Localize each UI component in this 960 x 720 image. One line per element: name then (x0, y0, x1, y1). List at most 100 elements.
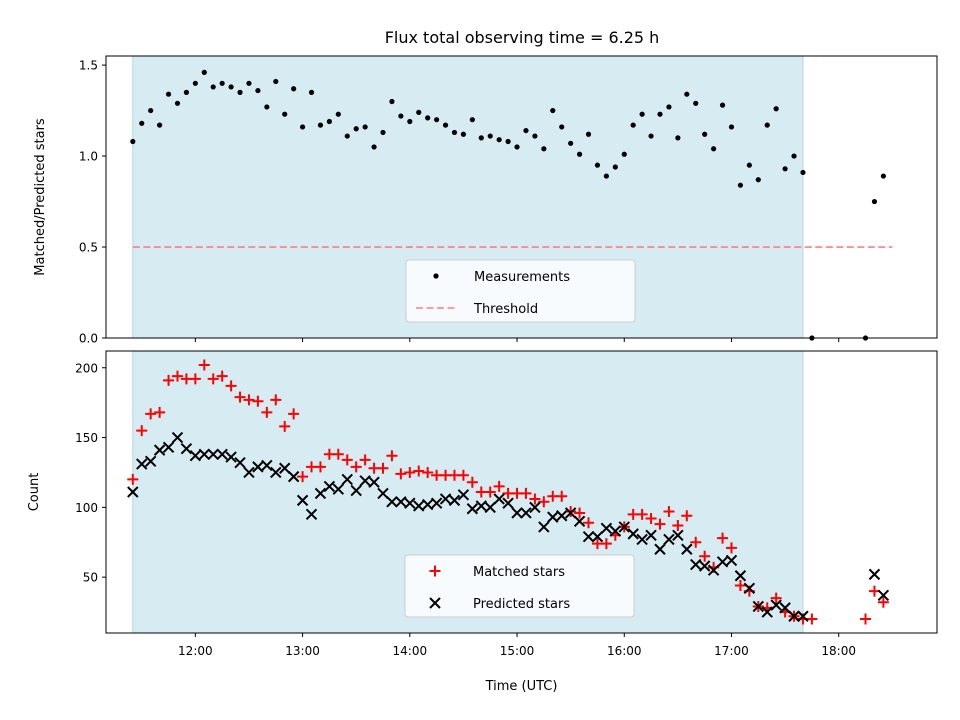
y-tick-label: 50 (83, 571, 98, 585)
predicted-point (252, 461, 264, 473)
predicted-point (466, 503, 479, 515)
predicted-point (645, 529, 657, 541)
legend: Measurements Threshold (405, 259, 636, 323)
predicted-point (127, 486, 139, 498)
measurement-point (237, 89, 243, 95)
measurement-point (639, 111, 645, 117)
measurement-point (478, 135, 484, 141)
measurement-point (630, 122, 636, 128)
predicted-point (618, 521, 630, 533)
measurement-point (550, 107, 556, 114)
predicted-point (564, 507, 577, 519)
predicted-point (171, 431, 184, 444)
measurement-point (291, 86, 297, 92)
predicted-point (413, 500, 425, 512)
measurement-point (737, 182, 744, 188)
measurement-point (702, 131, 708, 137)
predicted-point (672, 529, 684, 541)
matched-point (770, 592, 782, 604)
matched-point (189, 373, 201, 385)
legend-label: Matched stars (473, 565, 565, 580)
predicted-point (600, 522, 613, 535)
legend-marker-measurements (433, 273, 439, 279)
predicted-point (261, 459, 273, 472)
measurement-point (496, 137, 502, 143)
matched-point (145, 408, 157, 420)
predicted-point (556, 510, 568, 522)
predicted-point (609, 525, 622, 537)
predicted-point (314, 487, 327, 500)
predicted-point (582, 530, 595, 543)
predicted-point (868, 568, 881, 581)
measurement-point (800, 169, 806, 176)
predicted-point (698, 560, 711, 572)
matched-point (466, 476, 478, 488)
predicted-point (770, 599, 782, 611)
matched-point (404, 466, 416, 478)
matched-point (877, 596, 889, 608)
predicted-point (153, 444, 166, 456)
measurement-point (693, 100, 699, 106)
predicted-point (877, 589, 890, 602)
matched-point (314, 461, 326, 473)
measurement-point (728, 124, 735, 130)
measurement-point (666, 104, 672, 110)
matched-point (270, 394, 282, 406)
measurement-point (407, 118, 413, 125)
matched-point (225, 380, 237, 392)
matched-point (359, 454, 371, 466)
predicted-point (502, 497, 514, 509)
measurement-point (317, 122, 324, 128)
measurement-point (210, 84, 216, 90)
measurement-point (326, 118, 332, 125)
measurement-point (541, 146, 547, 152)
x-tick-label: 17:00 (714, 644, 749, 658)
matched-point (422, 466, 434, 478)
matched-point (734, 580, 746, 592)
predicted-point (189, 449, 202, 462)
predicted-point (243, 466, 255, 479)
predicted-point (457, 489, 470, 501)
measurement-point (746, 162, 752, 168)
matched-point (699, 550, 711, 562)
measurement-point (603, 173, 609, 179)
measurement-point (675, 135, 681, 141)
matched-point (279, 420, 291, 432)
predicted-point (341, 473, 353, 486)
measurement-point (684, 91, 690, 97)
y-tick-label: 150 (75, 431, 98, 445)
predicted-point (430, 497, 443, 509)
measurement-point (523, 127, 529, 134)
predicted-point (752, 600, 764, 613)
measurement-point (398, 113, 404, 119)
measurement-point (568, 140, 574, 146)
y-axis-label: Matched/Predicted stars (33, 118, 48, 276)
predicted-point (573, 515, 586, 528)
predicted-point (475, 500, 487, 512)
matched-point (690, 536, 702, 548)
predicted-point (797, 610, 809, 622)
measurement-point (719, 102, 726, 108)
series-measurements (130, 69, 886, 341)
measurement-point (299, 124, 306, 130)
chart-title: Flux total observing time = 6.25 h (385, 28, 660, 47)
measurement-point (130, 138, 136, 145)
measurement-point (514, 144, 520, 150)
matched-point (681, 510, 693, 522)
predicted-point (493, 493, 505, 505)
predicted-point (270, 466, 282, 479)
matched-point (636, 508, 648, 520)
predicted-point (707, 564, 720, 576)
matched-point (261, 406, 273, 418)
measurement-point (791, 153, 797, 159)
measurement-point (282, 111, 288, 117)
y-tick-label: 0.5 (79, 241, 98, 255)
matched-point (207, 373, 219, 385)
measurement-point (621, 151, 627, 157)
measurement-point (585, 131, 592, 137)
matched-point (341, 454, 353, 466)
x-tick-label: 14:00 (393, 644, 428, 658)
matched-point (163, 374, 175, 386)
matched-point (395, 468, 407, 480)
matched-point (654, 518, 666, 530)
